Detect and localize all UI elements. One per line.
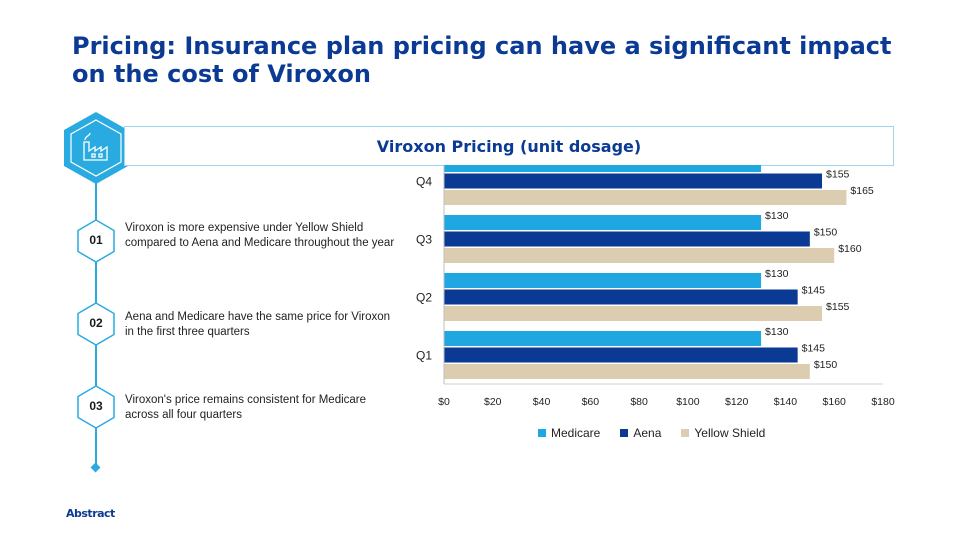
- step-number: 01: [89, 233, 103, 247]
- x-tick-label: $180: [871, 396, 895, 408]
- x-tick-label: $100: [676, 396, 700, 408]
- x-tick-label: $160: [823, 396, 847, 408]
- x-tick-label: $80: [630, 396, 648, 408]
- bar-yellow-shield-q4: [444, 190, 847, 205]
- data-label: $160: [838, 243, 862, 255]
- step-text: Viroxon's price remains consistent for M…: [125, 394, 367, 421]
- data-label: $150: [814, 227, 838, 239]
- legend-swatch: [620, 429, 629, 437]
- legend-label: Medicare: [551, 426, 601, 440]
- data-label: $145: [802, 343, 826, 355]
- data-label: $165: [850, 185, 874, 197]
- step-text: Aena and Medicare have the same price fo…: [125, 311, 391, 338]
- bar-medicare-q3: [444, 215, 762, 230]
- x-tick-label: $40: [533, 396, 551, 408]
- chart-legend: Medicare Aena Yellow Shield: [538, 426, 765, 440]
- bar-yellow-shield-q2: [444, 306, 823, 321]
- data-label: $130: [765, 326, 789, 338]
- legend-item: Yellow Shield: [681, 426, 765, 440]
- step-badge-01: 01: [76, 219, 116, 263]
- data-label: $130: [765, 268, 789, 280]
- company-logo: Abstract: [66, 507, 115, 520]
- step-badge-02: 02: [76, 302, 116, 346]
- data-label: $150: [814, 359, 838, 371]
- timeline-end-marker: [90, 462, 101, 473]
- bar-aena-q4: [444, 173, 823, 189]
- bar-medicare-q2: [444, 273, 762, 288]
- x-tick-label: $140: [774, 396, 798, 408]
- legend-label: Yellow Shield: [694, 426, 766, 440]
- data-label: $130: [765, 210, 789, 222]
- category-label: Q3: [416, 233, 432, 247]
- bar-aena-q1: [444, 347, 798, 363]
- legend-swatch: [538, 429, 546, 437]
- step-number: 02: [89, 316, 103, 330]
- x-tick-label: $0: [438, 396, 450, 408]
- bar-chart: $130$145$150Q1$130$145$155Q2$130$150$160…: [416, 165, 895, 408]
- category-label: Q4: [416, 175, 432, 189]
- data-label: $145: [802, 285, 826, 297]
- step-badge-03: 03: [76, 385, 116, 429]
- bar-aena-q2: [444, 289, 798, 305]
- step-text: Viroxon is more expensive under Yellow S…: [125, 222, 395, 249]
- chart-banner: Viroxon Pricing (unit dosage): [124, 126, 894, 166]
- legend-label: Aena: [633, 426, 662, 440]
- data-label: $155: [826, 169, 850, 181]
- bar-yellow-shield-q1: [444, 364, 810, 379]
- bar-yellow-shield-q3: [444, 248, 835, 263]
- x-tick-label: $20: [484, 396, 502, 408]
- page-title: Pricing: Insurance plan pricing can have…: [72, 32, 892, 88]
- x-tick-label: $120: [725, 396, 749, 408]
- bar-medicare-q4: [444, 165, 762, 172]
- x-tick-label: $60: [582, 396, 600, 408]
- legend-swatch: [681, 429, 690, 437]
- category-label: Q2: [416, 291, 432, 305]
- category-label: Q1: [416, 349, 432, 363]
- data-label: $155: [826, 301, 850, 313]
- step-number: 03: [89, 399, 103, 413]
- bar-aena-q3: [444, 231, 810, 247]
- factory-icon: [62, 110, 130, 191]
- chart-title: Viroxon Pricing (unit dosage): [376, 137, 642, 156]
- bar-medicare-q1: [444, 331, 762, 346]
- legend-item: Aena: [620, 426, 661, 440]
- legend-item: Medicare: [538, 426, 600, 440]
